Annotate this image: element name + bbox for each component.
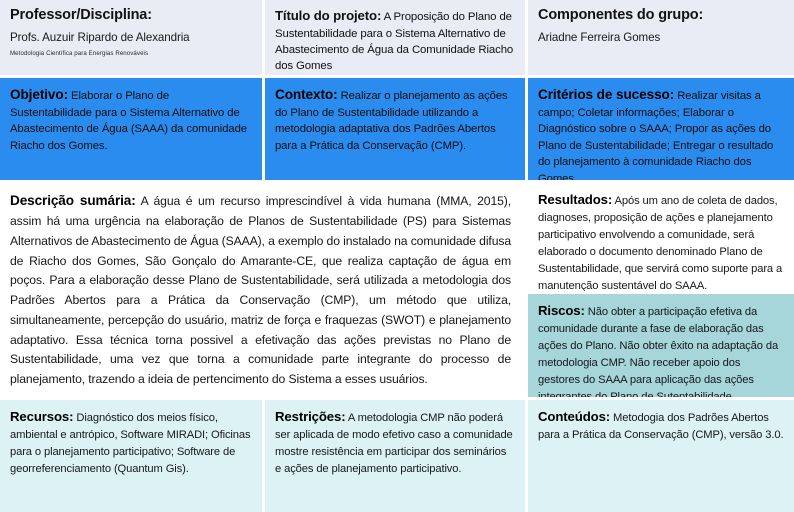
summary-description-cell: Descrição sumária: A água é um recurso i… — [0, 183, 525, 397]
contents-text: Conteúdos: Metodogia dos Padrões Abertos… — [538, 407, 784, 444]
objective-cell: Objetivo: Elaborar o Plano de Sustentabi… — [0, 78, 262, 180]
risks-label: Riscos: — [538, 303, 585, 318]
resources-value: Diagnóstico dos meios físico, ambiental … — [10, 412, 251, 476]
context-label: Contexto: — [275, 87, 338, 102]
results-cell: Resultados: Após um ano de coleta de dad… — [528, 183, 794, 291]
project-title-text: Título do projeto: A Proposição do Plano… — [275, 7, 515, 74]
professor-discipline-cell: Professor/Disciplina: Profs. Auzuir Ripa… — [0, 0, 262, 75]
project-title-label: Título do projeto: — [275, 8, 382, 23]
restrictions-text: Restrições: A metodologia CMP não poderá… — [275, 407, 515, 478]
restrictions-cell: Restrições: A metodologia CMP não poderá… — [265, 400, 525, 512]
context-cell: Contexto: Realizar o planejamento as açõ… — [265, 78, 525, 180]
resources-text: Recursos: Diagnóstico dos meios físico, … — [10, 407, 252, 478]
project-title-cell: Título do projeto: A Proposição do Plano… — [265, 0, 525, 75]
context-value: Realizar o planejamento as ações do Plan… — [275, 90, 508, 152]
group-members-title: Componentes do grupo: — [538, 7, 704, 23]
resources-label: Recursos: — [10, 409, 74, 424]
risks-text: Riscos: Não obter a participação efetiva… — [538, 301, 784, 397]
professor-discipline-title: Professor/Disciplina: — [10, 7, 152, 23]
objective-text: Objetivo: Elaborar o Plano de Sustentabi… — [10, 85, 252, 154]
contents-label: Conteúdos: — [538, 409, 611, 424]
success-criteria-value: Realizar visitas a campo; Coletar inform… — [538, 90, 774, 180]
context-text: Contexto: Realizar o planejamento as açõ… — [275, 85, 515, 154]
group-members-cell: Componentes do grupo: Ariadne Ferreira G… — [528, 0, 794, 75]
summary-description-value: A água é um recurso imprescindível à vid… — [10, 194, 511, 387]
results-label: Resultados: — [538, 192, 613, 207]
success-criteria-cell: Critérios de sucesso: Realizar visitas a… — [528, 78, 794, 180]
restrictions-value: A metodologia CMP não poderá ser aplicad… — [275, 412, 513, 476]
risks-value: Não obter a participação efetiva da comu… — [538, 306, 779, 397]
results-value: Após um ano de coleta de dados, diagnose… — [538, 195, 783, 291]
resources-cell: Recursos: Diagnóstico dos meios físico, … — [0, 400, 262, 512]
professor-name: Profs. Auzuir Ripardo de Alexandria — [10, 30, 190, 44]
summary-description-label: Descrição sumária: — [10, 193, 136, 208]
results-text: Resultados: Após um ano de coleta de dad… — [538, 190, 784, 291]
summary-description-text: Descrição sumária: A água é um recurso i… — [10, 190, 511, 390]
contents-cell: Conteúdos: Metodogia dos Padrões Abertos… — [528, 400, 794, 512]
risks-cell: Riscos: Não obter a participação efetiva… — [528, 294, 794, 397]
group-members-list: Ariadne Ferreira Gomes — [538, 30, 661, 44]
success-criteria-label: Critérios de sucesso: — [538, 87, 675, 102]
success-criteria-text: Critérios de sucesso: Realizar visitas a… — [538, 85, 784, 180]
project-title-value: A Proposição do Plano de Sustentabilidad… — [275, 11, 514, 73]
contents-value: Metodogia dos Padrões Abertos para a Prá… — [538, 412, 784, 442]
restrictions-label: Restrições: — [275, 409, 346, 424]
objective-value: Elaborar o Plano de Sustentabilidade par… — [10, 90, 247, 152]
objective-label: Objetivo: — [10, 87, 69, 102]
discipline-name: Metodologia Científica para Energias Ren… — [10, 49, 149, 57]
